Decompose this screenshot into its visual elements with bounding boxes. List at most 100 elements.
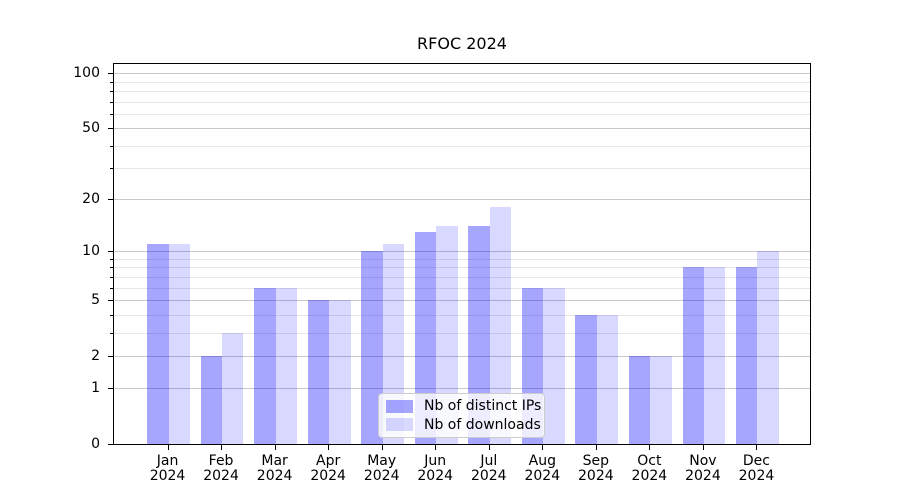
y-tick-label-100: 100	[73, 65, 100, 82]
y-minor-tick-mark-70	[110, 101, 113, 103]
bar-downloads-jul	[489, 207, 512, 444]
x-tick-label-oct: Oct 2024	[631, 453, 668, 484]
y-tick-mark-50	[108, 128, 113, 130]
bar-downloads-oct	[650, 355, 672, 444]
gridline-y-minor-40	[114, 145, 810, 147]
y-minor-tick-mark-80	[110, 90, 113, 92]
x-tick-mark-sep	[595, 445, 597, 450]
legend-label-downloads: Nb of downloads	[424, 416, 541, 433]
gridline-y-minor-8	[114, 267, 810, 269]
bar-distinct-ips-oct	[628, 355, 651, 444]
x-tick-label-jan: Jan 2024	[149, 453, 186, 484]
gridline-y-5	[114, 300, 810, 302]
y-tick-label-20: 20	[82, 191, 100, 208]
gridline-y-minor-60	[114, 113, 810, 115]
plot-area: Nb of distinct IPs Nb of downloads	[113, 63, 811, 445]
bar-downloads-apr	[329, 300, 351, 444]
legend-entry-downloads: Nb of downloads	[386, 416, 541, 434]
y-tick-mark-1	[108, 388, 113, 390]
x-tick-label-dec: Dec 2024	[738, 453, 775, 484]
x-tick-mark-apr	[328, 445, 330, 450]
x-tick-label-nov: Nov 2024	[685, 453, 721, 484]
bar-downloads-sep	[596, 314, 619, 444]
y-minor-tick-mark-90	[110, 81, 113, 83]
bar-downloads-jun	[436, 226, 458, 444]
y-tick-label-2: 2	[91, 347, 100, 364]
y-tick-mark-20	[108, 199, 113, 201]
y-minor-tick-mark-7	[110, 276, 113, 278]
x-tick-label-apr: Apr 2024	[310, 453, 346, 484]
bar-downloads-dec	[757, 251, 779, 444]
y-tick-mark-0	[108, 444, 113, 445]
gridline-y-100	[114, 73, 810, 75]
gridline-y-50	[114, 128, 810, 130]
y-minor-tick-mark-40	[110, 145, 113, 147]
x-tick-mark-nov	[702, 445, 704, 450]
x-tick-label-jul: Jul 2024	[470, 453, 507, 484]
bar-distinct-ips-jun	[414, 232, 437, 444]
bar-downloads-mar	[275, 287, 298, 444]
y-tick-label-10: 10	[82, 243, 100, 260]
y-tick-mark-10	[108, 251, 113, 253]
legend-swatch-downloads	[386, 418, 413, 432]
gridline-y-2	[114, 355, 810, 357]
bar-distinct-ips-sep	[575, 314, 597, 444]
bar-downloads-jan	[168, 244, 190, 444]
legend-label-distinct-ips: Nb of distinct IPs	[424, 398, 542, 415]
y-minor-tick-mark-3	[110, 332, 113, 334]
x-tick-mark-may	[381, 445, 383, 450]
bar-distinct-ips-apr	[307, 300, 330, 444]
x-tick-mark-dec	[756, 445, 758, 450]
y-tick-label-0: 0	[91, 436, 100, 452]
y-minor-tick-mark-4	[110, 314, 113, 316]
gridline-y-minor-9	[114, 259, 810, 261]
gridline-y-10	[114, 251, 810, 253]
gridline-y-minor-30	[114, 168, 810, 170]
y-tick-mark-2	[108, 355, 113, 357]
y-minor-tick-mark-9	[110, 259, 113, 261]
bar-distinct-ips-jul	[468, 226, 490, 444]
x-tick-mark-jul	[488, 445, 490, 450]
gridline-y-minor-90	[114, 81, 810, 83]
legend-entry-distinct-ips: Nb of distinct IPs	[386, 397, 541, 415]
bar-distinct-ips-dec	[736, 267, 758, 444]
gridline-y-20	[114, 199, 810, 201]
gridline-y-minor-7	[114, 276, 810, 278]
x-tick-mark-mar	[274, 445, 276, 450]
legend-swatch-distinct-ips	[386, 399, 413, 413]
gridline-y-minor-6	[114, 287, 810, 289]
bar-distinct-ips-feb	[200, 355, 223, 444]
x-tick-label-aug: Aug 2024	[524, 453, 561, 484]
bar-distinct-ips-nov	[682, 267, 704, 444]
y-tick-label-50: 50	[82, 120, 100, 137]
bar-downloads-aug	[543, 287, 565, 444]
x-tick-label-may: May 2024	[363, 453, 400, 484]
y-tick-label-1: 1	[91, 380, 100, 397]
x-tick-label-mar: Mar 2024	[256, 453, 293, 484]
x-tick-label-jun: Jun 2024	[417, 453, 454, 484]
bar-distinct-ips-mar	[254, 287, 276, 444]
gridline-y-1	[114, 388, 810, 390]
gridline-y-minor-4	[114, 314, 810, 316]
x-tick-label-sep: Sep 2024	[578, 453, 614, 484]
x-tick-mark-jun	[435, 445, 437, 450]
chart-title: RFOC 2024	[417, 34, 507, 53]
x-tick-mark-aug	[542, 445, 544, 450]
gridline-y-minor-3	[114, 332, 810, 334]
y-minor-tick-mark-6	[110, 287, 113, 289]
y-tick-mark-5	[108, 300, 113, 302]
x-tick-mark-jan	[167, 445, 169, 450]
x-tick-mark-feb	[221, 445, 223, 450]
bar-distinct-ips-jan	[147, 244, 169, 444]
gridline-y-minor-80	[114, 90, 810, 92]
bar-downloads-feb	[222, 332, 244, 444]
x-tick-label-feb: Feb 2024	[203, 453, 239, 484]
y-tick-label-5: 5	[91, 292, 100, 309]
legend: Nb of distinct IPs Nb of downloads	[378, 393, 545, 438]
x-tick-mark-oct	[649, 445, 651, 450]
gridline-y-minor-70	[114, 101, 810, 103]
y-minor-tick-mark-30	[110, 168, 113, 170]
y-tick-mark-100	[108, 73, 113, 75]
y-minor-tick-mark-8	[110, 267, 113, 269]
